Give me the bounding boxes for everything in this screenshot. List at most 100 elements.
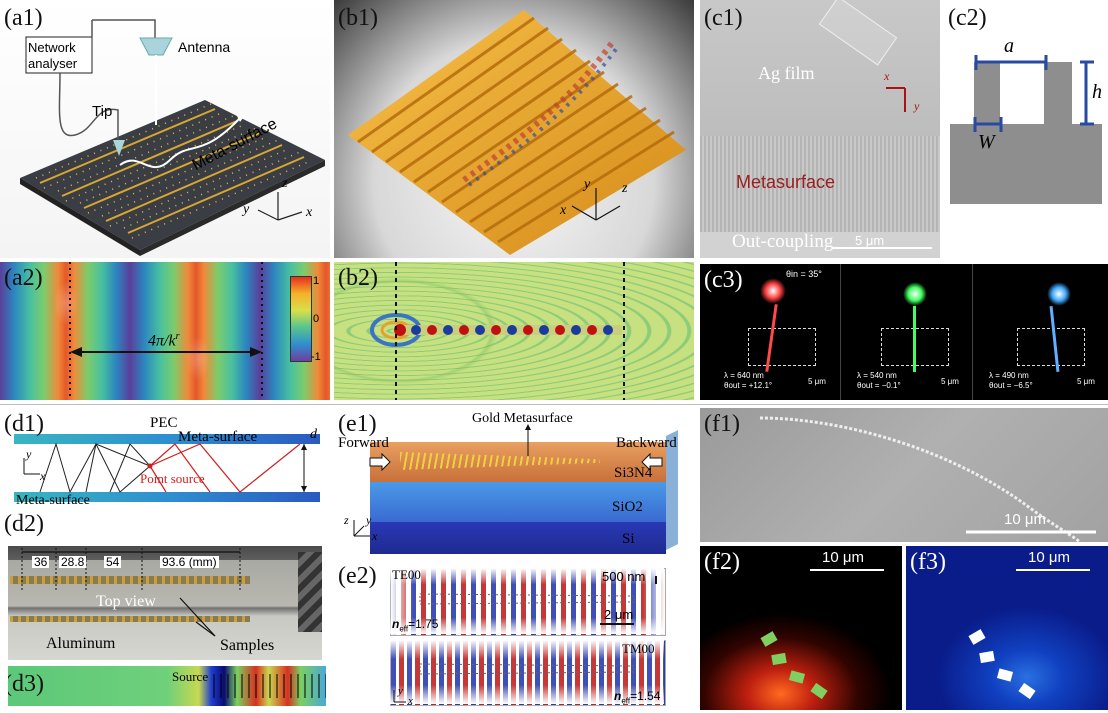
green-beam xyxy=(913,306,916,372)
c1-axis-y: y xyxy=(914,99,920,113)
d2-dimensions xyxy=(21,548,241,637)
c3-sub-green: λ = 540 nm θout = −0.1° 5 μm xyxy=(840,264,973,400)
pec-label: PEC xyxy=(150,415,178,431)
blue-lambda: λ = 490 nm xyxy=(989,371,1029,380)
a2-field-map xyxy=(0,262,330,400)
b1-axis-y: y xyxy=(584,177,591,192)
b1-axis-x: x xyxy=(560,203,567,218)
panel-label-d2: (d2) xyxy=(4,512,44,537)
neff-val-1: =1.75 xyxy=(408,617,439,631)
samples-label: Samples xyxy=(220,637,275,654)
green-theta: θout = −0.1° xyxy=(857,381,901,390)
meta-top-label: Meta-surface xyxy=(178,429,258,445)
network-analyser-label: Network analyser xyxy=(28,40,78,71)
c3-sub-blue: λ = 490 nm θout = −6.5° 5 μm xyxy=(972,264,1108,400)
c2-a-label: a xyxy=(1004,35,1014,57)
panel-label-c2: (c2) xyxy=(948,5,987,31)
out-coupling-label: Out-coupling xyxy=(732,231,834,252)
cb-max-label: 1 xyxy=(313,275,320,287)
panel-d1: (d1) PEC Meta-surface Meta-surface Point… xyxy=(0,408,330,508)
blue-theta: θout = −6.5° xyxy=(989,381,1033,390)
metasurface-label: Metasurface xyxy=(736,172,836,192)
neff-val-2: =1.54 xyxy=(630,689,661,703)
sio2-label: SiO2 xyxy=(612,499,643,515)
b1-grating xyxy=(348,10,686,255)
panel-label-c3: (c3) xyxy=(704,267,743,293)
panel-d3: (d3) Source xyxy=(8,666,326,706)
scale-2um: 2 μm xyxy=(604,607,634,622)
panel-f1: (f1) 10 μm xyxy=(700,408,1108,542)
axis-x-label: x xyxy=(306,205,313,220)
gold-metasurface-label: Gold Metasurface xyxy=(472,411,573,426)
panel-b2: (b2) xyxy=(334,262,694,400)
f3-scale: 10 μm xyxy=(1028,549,1070,566)
b2-overlay xyxy=(370,262,625,400)
a2-span-sup: r xyxy=(175,331,180,342)
row-separator xyxy=(0,404,1108,405)
tip-label: Tip xyxy=(92,103,113,120)
point-source-label: Point source xyxy=(140,471,205,486)
d2-sample-strip xyxy=(10,576,250,584)
panel-c1: (c1) Ag film Metasurface Out-coupling 5 … xyxy=(700,0,940,258)
tm-label: TM00 xyxy=(622,641,655,656)
neff-sym-1: n xyxy=(392,617,400,631)
green-scale: 5 μm xyxy=(941,377,959,386)
axis-z-label: z xyxy=(282,176,288,191)
neff-te: neff=1.75 xyxy=(392,618,438,633)
backward-label: Backward xyxy=(616,435,677,451)
panel-label-d1: (d1) xyxy=(4,411,44,437)
d1-axis-x: x xyxy=(40,469,46,483)
e2-overlay xyxy=(393,576,657,703)
neff-sub-2: eff xyxy=(621,696,631,706)
outcoupling-region xyxy=(700,232,940,258)
a2-span-label: 4π/kr xyxy=(148,332,179,349)
red-lambda: λ = 640 nm xyxy=(724,371,764,380)
meta-bottom-label: Meta-surface xyxy=(16,493,90,508)
green-spot xyxy=(903,282,927,306)
c2-w-label: W xyxy=(978,131,995,153)
dim-28-8: 28.8 xyxy=(59,555,87,569)
panel-label-d3: (d3) xyxy=(8,671,44,697)
a2-overlay xyxy=(69,262,263,400)
top-metasurface-bar xyxy=(14,434,320,444)
metasurface-region xyxy=(700,136,940,232)
a2-colorbar xyxy=(290,276,312,362)
d-label: d xyxy=(310,427,317,442)
neff-sym-2: n xyxy=(614,689,622,703)
red-box xyxy=(748,328,816,366)
c3-theta-in: θin = 35° xyxy=(786,269,822,279)
c2-schematic xyxy=(950,55,1102,204)
panel-label-f3: (f3) xyxy=(910,549,946,575)
panel-label-b2: (b2) xyxy=(338,265,378,291)
dim-93-6: 93.6 (mm) xyxy=(160,555,219,569)
d2-absorber xyxy=(298,552,322,632)
d2-sample-strip-2 xyxy=(10,616,250,622)
bottom-metasurface-bar xyxy=(14,492,320,502)
ag-film-region xyxy=(700,0,940,136)
blue-scale: 5 μm xyxy=(1077,377,1095,386)
f3-overlay xyxy=(968,569,1090,700)
panel-b1: (b1) y z x xyxy=(334,0,694,258)
red-scale: 5 μm xyxy=(808,377,826,386)
panel-a2: 1 0 -1 (a2) 4π/kr xyxy=(0,262,330,400)
f2-overlay xyxy=(760,569,884,700)
tm-fade xyxy=(390,640,664,704)
panel-d2: (d2) 36 28.8 54 93.6 (mm) Top view Alumi… xyxy=(0,512,330,662)
panel-label-e1: (e1) xyxy=(338,411,377,437)
c1-axes xyxy=(832,87,932,249)
panel-c2: (c2) a h W xyxy=(944,0,1108,258)
dim-54: 54 xyxy=(104,555,122,569)
panel-c3: λ = 640 nm θout = +12.1° 5 μm λ = 540 nm… xyxy=(700,264,1108,400)
e2-axis-y: y xyxy=(398,685,403,697)
blue-spot xyxy=(1047,282,1071,306)
te-label: TE00 xyxy=(392,567,421,582)
d1-axis-y: y xyxy=(26,447,32,461)
e1-axis-z: z xyxy=(344,513,349,527)
c3-sub-red: λ = 640 nm θout = +12.1° 5 μm xyxy=(708,264,840,400)
si-label: Si xyxy=(622,531,635,547)
d3-dots xyxy=(208,674,326,698)
axis-y-label: y xyxy=(243,202,250,217)
ag-film-label: Ag film xyxy=(758,63,815,83)
c2-h-label: h xyxy=(1092,81,1102,103)
panel-e1: (e1) Gold Metasurface Forward Backward S… xyxy=(334,408,694,558)
